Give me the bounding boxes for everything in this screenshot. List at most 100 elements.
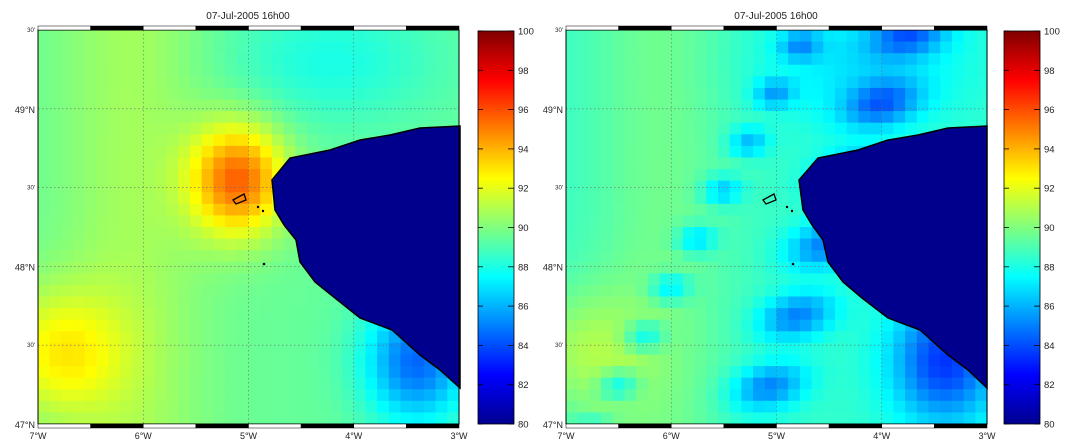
heatmap-cell	[811, 87, 824, 101]
heatmap-cell	[143, 157, 156, 170]
heatmap-cell	[108, 308, 121, 321]
heatmap-cell	[38, 157, 51, 170]
heatmap-cell	[729, 227, 743, 240]
heatmap-cell	[659, 99, 672, 112]
x-tick-label: 6°W	[663, 431, 681, 441]
heatmap-cell	[318, 76, 331, 89]
heatmap-cell	[213, 41, 226, 54]
heatmap-cell	[201, 30, 215, 43]
heatmap-cell	[295, 331, 308, 344]
heatmap-cell	[61, 377, 74, 390]
heatmap-cell	[916, 41, 930, 54]
heatmap-cell	[248, 377, 261, 390]
heatmap-cell	[283, 30, 296, 43]
heatmap-cell	[694, 377, 707, 390]
heatmap-cell	[38, 76, 51, 89]
heatmap-cell	[799, 412, 813, 425]
heatmap-cell	[647, 366, 661, 379]
heatmap-cell	[330, 308, 343, 321]
heatmap-cell	[834, 41, 848, 54]
heatmap-cell	[764, 284, 778, 298]
heatmap-cell	[624, 122, 637, 135]
heatmap-cell	[271, 273, 285, 286]
heatmap-cell	[940, 400, 953, 414]
heatmap-cell	[706, 273, 719, 286]
heatmap-cell	[905, 64, 918, 77]
heatmap-cell	[718, 99, 731, 112]
heatmap-cell	[190, 284, 203, 298]
heatmap-cell	[423, 400, 437, 414]
heatmap-cell	[776, 169, 789, 182]
heatmap-cell	[248, 203, 261, 217]
heatmap-cell	[881, 400, 895, 414]
heatmap-cell	[694, 134, 707, 147]
heatmap-cell	[154, 99, 168, 112]
heatmap-cell	[201, 273, 215, 286]
heatmap-cell	[306, 354, 320, 367]
heatmap-cell	[166, 122, 179, 135]
colorbar-tick-label: 80	[1044, 420, 1055, 431]
heatmap-cell	[671, 319, 684, 332]
heatmap-cell	[566, 331, 579, 344]
map-panel-right: 07-Jul-2005 16h00 7°W 6°W 5°W 4°W 3°W 47°N30…	[543, 11, 1060, 441]
heatmap-cell	[788, 296, 801, 309]
heatmap-cell	[131, 169, 144, 182]
heatmap-cell	[365, 389, 378, 402]
heatmap-cell	[236, 76, 250, 89]
heatmap-cell	[893, 331, 906, 344]
heatmap-cell	[963, 99, 976, 112]
heatmap-cell	[84, 64, 98, 77]
heatmap-cell	[131, 273, 144, 286]
heatmap-cell	[870, 354, 883, 367]
heatmap-cell	[131, 203, 144, 217]
heatmap-cell	[893, 389, 906, 402]
heatmap-cell	[858, 377, 871, 390]
heatmap-cell	[166, 412, 179, 425]
heatmap-cell	[283, 134, 296, 147]
heatmap-cell	[330, 30, 343, 43]
heatmap-cell	[601, 342, 614, 356]
heatmap-cell	[73, 308, 86, 321]
heatmap-cell	[659, 354, 672, 367]
heatmap-cell	[788, 284, 801, 298]
heatmap-cell	[963, 30, 976, 43]
heatmap-cell	[566, 134, 579, 147]
heatmap-cell	[342, 319, 355, 332]
heatmap-cell	[49, 180, 62, 193]
heatmap-cell	[636, 64, 649, 77]
heatmap-cell	[624, 319, 637, 332]
heatmap-cell	[671, 308, 684, 321]
heatmap-cell	[940, 41, 953, 54]
heatmap-cell	[84, 389, 98, 402]
heatmap-cell	[38, 203, 51, 217]
heatmap-cell	[236, 192, 250, 205]
heatmap-cell	[858, 389, 871, 402]
border-segment	[881, 423, 935, 429]
heatmap-cell	[61, 192, 74, 205]
heatmap-cell	[893, 111, 906, 124]
heatmap-cell	[636, 238, 649, 251]
heatmap-cell	[671, 30, 684, 43]
heatmap-cell	[248, 308, 261, 321]
heatmap-cell	[975, 30, 988, 43]
heatmap-cell	[729, 250, 743, 263]
heatmap-cell	[96, 76, 109, 89]
heatmap-cell	[577, 273, 590, 286]
heatmap-cell	[741, 215, 754, 228]
heatmap-cell	[577, 296, 590, 309]
heatmap-cell	[671, 111, 684, 124]
heatmap-cell	[788, 145, 801, 159]
heatmap-cell	[166, 169, 179, 182]
heatmap-cell	[108, 76, 121, 89]
heatmap-cell	[342, 122, 355, 135]
heatmap-cell	[741, 377, 754, 390]
heatmap-cell	[916, 400, 930, 414]
heatmap-cell	[846, 354, 859, 367]
heatmap-cell	[694, 157, 707, 170]
heatmap-cell	[131, 134, 144, 147]
map-panel-left: 07-Jul-2005 16h00 7°W 6°W 5°W 4°W 3°W 47°N30…	[15, 11, 534, 441]
heatmap-cell	[612, 203, 626, 217]
heatmap-cell	[260, 238, 273, 251]
heatmap-cell	[49, 203, 62, 217]
heatmap-cell	[377, 331, 390, 344]
